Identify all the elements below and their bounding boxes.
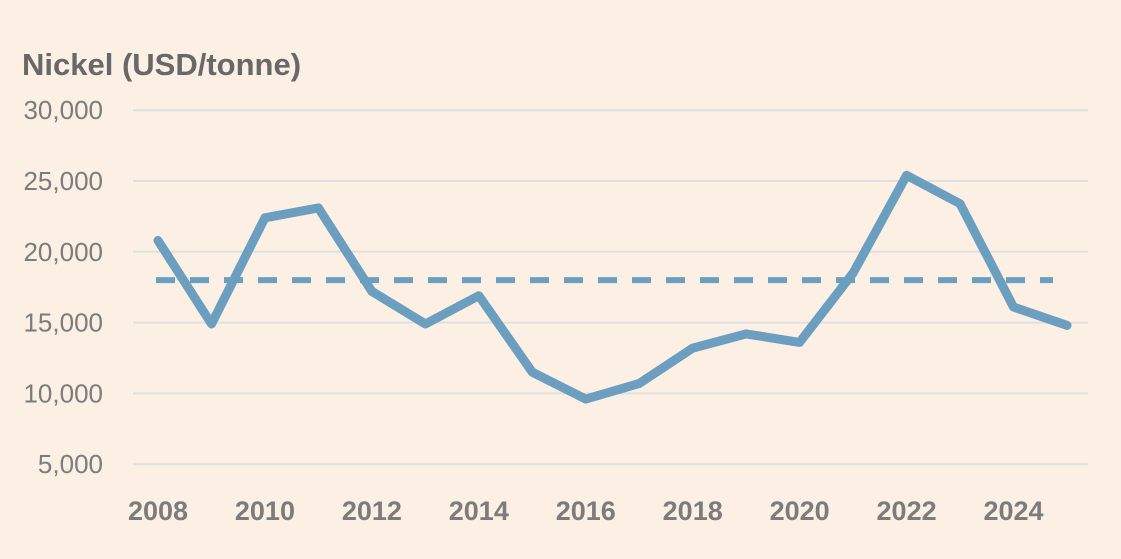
x-axis-tick-label: 2020 xyxy=(770,496,830,526)
x-axis-tick-label: 2014 xyxy=(449,496,509,526)
x-axis-tick-label: 2008 xyxy=(128,496,188,526)
x-axis-tick-label: 2016 xyxy=(556,496,616,526)
x-axis-tick-label: 2018 xyxy=(663,496,723,526)
x-axis-tick-label: 2022 xyxy=(877,496,937,526)
chart-title: Nickel (USD/tonne) xyxy=(22,46,302,82)
y-axis-tick-label: 10,000 xyxy=(23,378,103,408)
x-axis-tick-label: 2024 xyxy=(983,496,1043,526)
price-line xyxy=(153,170,1072,404)
y-axis-tick-label: 5,000 xyxy=(38,449,103,479)
y-axis-tick-label: 15,000 xyxy=(23,308,103,338)
x-axis-tick-label: 2012 xyxy=(342,496,402,526)
y-axis-tick-label: 30,000 xyxy=(23,95,103,125)
y-axis-tick-label: 20,000 xyxy=(23,237,103,267)
x-axis-tick-label: 2010 xyxy=(235,496,295,526)
y-axis-tick-label: 25,000 xyxy=(23,166,103,196)
